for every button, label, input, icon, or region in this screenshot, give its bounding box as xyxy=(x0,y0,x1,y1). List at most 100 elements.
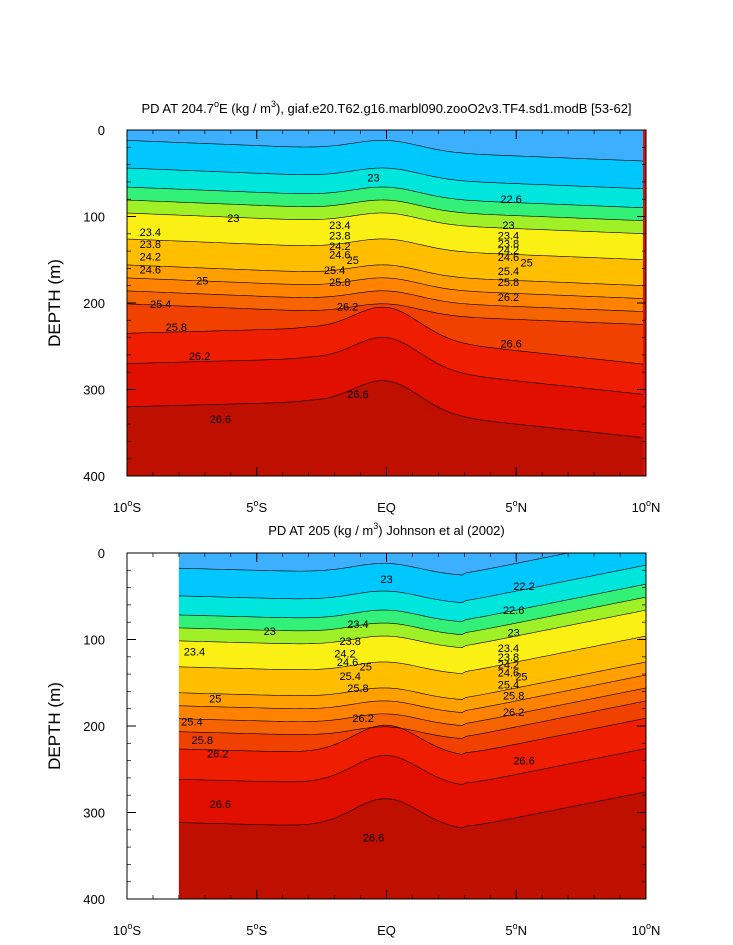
contour-label: 23.8 xyxy=(140,239,161,251)
y-axis-label: DEPTH (m) xyxy=(45,259,64,347)
x-tick-label: 5oN xyxy=(505,921,527,938)
contour-line xyxy=(178,687,646,726)
contour-label: 24.6 xyxy=(498,667,519,679)
contour-label: 23 xyxy=(227,213,239,225)
x-tick-label: 10oN xyxy=(632,498,661,515)
contour-label: 23.4 xyxy=(184,647,205,659)
contour-label: 24.2 xyxy=(498,245,519,257)
contour-label: 23.8 xyxy=(498,652,519,664)
x-tick-label: 5oS xyxy=(246,498,267,515)
x-tick-label: 10oS xyxy=(113,498,141,515)
contour-label: 26.6 xyxy=(210,414,231,426)
contour-line xyxy=(178,661,646,700)
contour-line xyxy=(178,596,646,636)
contour-label: 26.6 xyxy=(347,389,368,401)
contour-band xyxy=(178,718,646,785)
contour-fill xyxy=(127,130,646,476)
contour-line xyxy=(178,674,646,713)
contour-label: 23.8 xyxy=(329,231,350,243)
contour-label: 25.4 xyxy=(324,265,345,277)
contour-band xyxy=(127,238,643,286)
contour-label: 24.6 xyxy=(140,264,161,276)
panel-1: 232322.623.423.824.224.62525.425.826.226… xyxy=(45,99,660,515)
contour-line xyxy=(178,635,646,674)
x-tick-label: EQ xyxy=(377,500,396,515)
contour-label: 26.6 xyxy=(210,799,231,811)
contour-label: 25.8 xyxy=(347,683,368,695)
contour-label: 25 xyxy=(347,255,359,267)
contour-band xyxy=(127,380,643,476)
x-tick-label: 10oS xyxy=(113,921,141,938)
contour-band xyxy=(178,553,646,576)
contour-label: 22.6 xyxy=(503,605,524,617)
contour-band xyxy=(178,565,646,622)
contour-band xyxy=(127,264,643,299)
contour-band xyxy=(178,661,646,713)
contour-label: 23.4 xyxy=(140,227,161,239)
contour-label: 24.6 xyxy=(498,252,519,264)
contour-label: 23 xyxy=(264,626,276,638)
contour-label: 26.6 xyxy=(513,756,534,768)
y-tick-label: 400 xyxy=(83,469,105,484)
contour-label: 23.4 xyxy=(498,643,519,655)
contour-line xyxy=(127,290,644,312)
y-tick-label: 200 xyxy=(83,296,105,311)
contour-band xyxy=(178,674,646,726)
contour-line xyxy=(127,306,644,365)
contour-label: 25 xyxy=(515,672,527,684)
contour-line xyxy=(127,238,644,260)
contour-label: 24.6 xyxy=(329,250,350,262)
contour-label: 25.4 xyxy=(339,671,360,683)
y-tick-label: 0 xyxy=(98,546,105,561)
contour-label: 25.8 xyxy=(192,735,213,747)
contour-label: 23 xyxy=(380,574,392,586)
contour-band xyxy=(178,584,646,635)
contour-label: 26.6 xyxy=(500,339,521,351)
contour-label: 25.8 xyxy=(166,322,187,334)
contour-line xyxy=(127,167,644,189)
contour-label: 22.6 xyxy=(500,194,521,206)
contour-band xyxy=(127,212,643,260)
contour-label: 23 xyxy=(508,628,520,640)
contour-line xyxy=(178,609,646,648)
contour-line xyxy=(178,791,646,829)
contour-line xyxy=(127,337,644,395)
contour-label: 23 xyxy=(367,173,379,185)
contour-band xyxy=(178,553,646,603)
contour-label: 26.2 xyxy=(189,351,210,363)
y-tick-label: 300 xyxy=(83,383,105,398)
contour-line xyxy=(178,717,646,755)
contour-band xyxy=(127,140,643,189)
contour-label: 26.2 xyxy=(503,707,524,719)
y-axis-label: DEPTH (m) xyxy=(45,682,64,770)
contour-line xyxy=(127,212,644,234)
contour-band xyxy=(178,597,646,648)
contour-line xyxy=(127,186,644,209)
contour-label: 26.2 xyxy=(498,292,519,304)
contour-label: 25 xyxy=(521,257,533,269)
contour-band xyxy=(127,277,643,312)
contour-label: 24.2 xyxy=(334,648,355,660)
contour-label: 23.8 xyxy=(498,238,519,250)
contour-band xyxy=(178,748,646,828)
contour-label: 25.8 xyxy=(329,277,350,289)
contour-label: 24.2 xyxy=(140,251,161,263)
contour-label: 24.2 xyxy=(498,660,519,672)
y-tick-label: 100 xyxy=(83,210,105,225)
contour-line xyxy=(127,303,644,325)
contour-line xyxy=(127,380,644,438)
contour-band xyxy=(127,167,643,208)
contour-fill xyxy=(178,553,646,899)
contour-band xyxy=(127,337,643,438)
y-tick-label: 300 xyxy=(83,806,105,821)
chart-title: PD AT 205 (kg / m3) Johnson et al (2002) xyxy=(268,521,505,538)
contour-band xyxy=(127,290,643,325)
contour-band xyxy=(127,307,643,395)
contour-label: 26.2 xyxy=(352,713,373,725)
contour-band xyxy=(178,791,646,899)
contour-line xyxy=(178,583,646,623)
contour-label: 25 xyxy=(209,693,221,705)
contour-label: 25.8 xyxy=(498,277,519,289)
contour-label: 26.2 xyxy=(337,301,358,313)
